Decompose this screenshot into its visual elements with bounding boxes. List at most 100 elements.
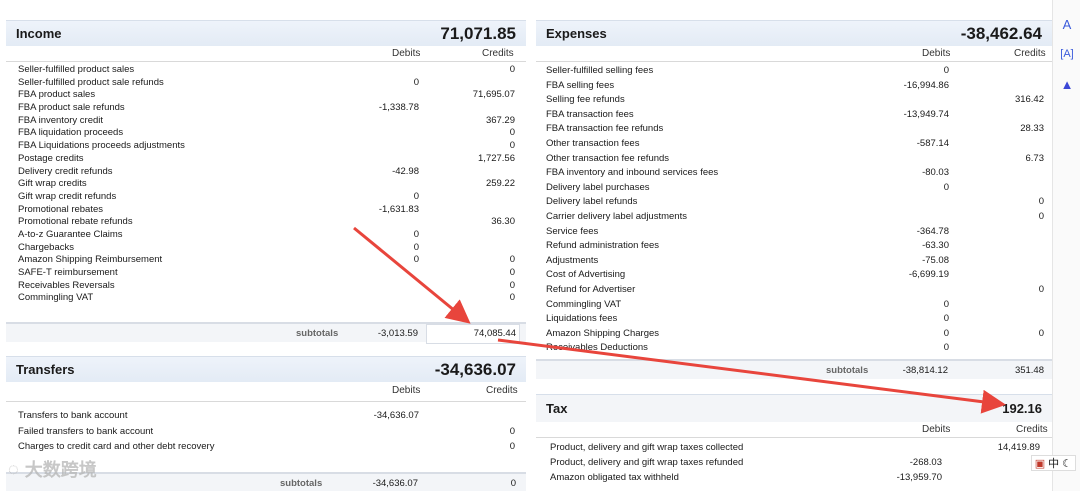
- transfers-row: Failed transfers to bank account 0: [18, 424, 526, 440]
- income-row: FBA product sales 71,695.07: [18, 89, 526, 102]
- income-row-credit: 0: [509, 292, 515, 304]
- income-row-label: Chargebacks: [18, 241, 74, 253]
- tax-row-label: Amazon obligated tax withheld: [550, 472, 679, 483]
- income-row-credit: 0: [509, 267, 515, 278]
- income-title: Income: [16, 26, 62, 41]
- tax-column-headers: Debits Credits: [536, 422, 1052, 438]
- income-row-label: FBA Liquidations proceeds adjustments: [18, 140, 185, 152]
- income-row-credit: 367.29: [485, 114, 515, 126]
- watermark-text: 大数跨境: [24, 460, 97, 480]
- transfers-debits-header: Debits: [392, 385, 421, 396]
- transfers-column-headers: Debits Credits: [6, 382, 526, 402]
- income-row-credit: 0: [509, 279, 515, 291]
- transfers-row: Charges to credit card and other debt re…: [18, 439, 526, 455]
- expenses-row: Refund administration fees -63.30: [546, 239, 1052, 254]
- expenses-row-credit: 316.42: [1014, 94, 1044, 106]
- income-row: Promotional rebates -1,631.83: [18, 204, 526, 217]
- expenses-row-credit: 28.33: [1020, 123, 1044, 135]
- expenses-row: Adjustments -75.08: [546, 254, 1052, 269]
- expenses-panel: Expenses -38,462.64 Debits Credits Selle…: [536, 20, 1052, 380]
- income-row-label: A-to-z Guarantee Claims: [18, 228, 123, 240]
- app-logo-icon[interactable]: ▲: [1060, 76, 1074, 92]
- income-row-label: Delivery credit refunds: [18, 165, 113, 177]
- expenses-row: FBA selling fees -16,994.86: [546, 79, 1052, 94]
- expenses-row-credit: 0: [1038, 210, 1044, 222]
- income-row: Seller-fulfilled product sale refunds 0: [18, 77, 526, 90]
- transfers-row-credit: 0: [509, 441, 515, 452]
- income-column-headers: Debits Credits: [6, 46, 526, 62]
- income-row: FBA Liquidations proceeds adjustments 0: [18, 140, 526, 153]
- transfers-row-label: Charges to credit card and other debt re…: [18, 441, 215, 452]
- income-row-debit: 0: [413, 241, 419, 253]
- transfers-subtotal-debit: -34,636.07: [372, 478, 418, 489]
- income-row: Chargebacks 0: [18, 242, 526, 255]
- tax-title: Tax: [546, 401, 568, 416]
- transfers-title: Transfers: [16, 362, 75, 377]
- expenses-row-debit: 0: [943, 298, 949, 310]
- expenses-row-label: FBA inventory and inbound services fees: [546, 167, 719, 179]
- expenses-row: FBA transaction fee refunds 28.33: [546, 122, 1052, 137]
- transfers-rows: Transfers to bank account -34,636.07 Faile…: [18, 408, 526, 455]
- income-row-debit: 0: [413, 190, 419, 202]
- ime-indicator[interactable]: ▣ 中 ☾: [1030, 455, 1076, 471]
- expenses-row-debit: -63.30: [922, 240, 949, 252]
- tax-panel: Tax 192.16 Debits Credits Product, deliv…: [536, 394, 1052, 491]
- transfers-row-label: Transfers to bank account: [18, 410, 128, 421]
- expenses-row: Other transaction fees -587.14: [546, 137, 1052, 152]
- income-subtotal-label: subtotals: [296, 328, 339, 339]
- income-panel: Income 71,071.85 Debits Credits Seller-f…: [6, 20, 526, 344]
- text-recognize-icon[interactable]: [A]: [1060, 48, 1074, 60]
- income-row-credit: 36.30: [491, 216, 515, 228]
- tax-row-label: Product, delivery and gift wrap taxes re…: [550, 457, 744, 468]
- tax-row: Product, delivery and gift wrap taxes co…: [550, 440, 1052, 455]
- expenses-row-debit: -364.78: [916, 225, 949, 237]
- income-row-debit: 0: [413, 76, 419, 88]
- transfers-row-credit: 0: [509, 425, 515, 437]
- expenses-row-debit: -80.03: [922, 167, 949, 179]
- tax-row: Amazon obligated tax withheld -13,959.70: [550, 470, 1052, 485]
- expenses-row: Seller-fulfilled selling fees 0: [546, 64, 1052, 79]
- income-row-label: Promotional rebate refunds: [18, 216, 133, 228]
- expenses-row-label: Refund for Advertiser: [546, 283, 636, 295]
- income-row-label: Seller-fulfilled product sale refunds: [18, 76, 164, 88]
- expenses-row-label: Service fees: [546, 225, 599, 237]
- income-row: Postage credits 1,727.56: [18, 153, 526, 166]
- ime-flag-icon: ▣: [1034, 457, 1046, 470]
- income-row-label: Commingling VAT: [18, 292, 94, 304]
- expenses-row-debit: -16,994.86: [903, 79, 949, 91]
- watermark: ◌ 大数跨境: [8, 456, 97, 482]
- expenses-subtotal-row: subtotals -38,814.12 351.48: [536, 359, 1052, 379]
- income-row-label: Promotional rebates: [18, 203, 104, 215]
- income-row-label: FBA liquidation proceeds: [18, 127, 124, 139]
- expenses-credits-header: Credits: [1014, 48, 1046, 59]
- income-row: FBA product sale refunds -1,338.78: [18, 102, 526, 115]
- expenses-row-label: FBA selling fees: [546, 79, 615, 91]
- expenses-row-label: Other transaction fee refunds: [546, 152, 670, 164]
- income-row: Commingling VAT 0: [18, 292, 526, 305]
- expenses-row-label: Carrier delivery label adjustments: [546, 210, 687, 222]
- tax-row: Product, delivery and gift wrap taxes re…: [550, 455, 1052, 470]
- expenses-row-debit: 0: [943, 181, 949, 193]
- expenses-row-label: Liquidations fees: [546, 313, 618, 325]
- transfers-subtotal-label: subtotals: [280, 478, 323, 489]
- expenses-row-label: Adjustments: [546, 254, 599, 266]
- font-tool-icon[interactable]: A: [1062, 16, 1072, 32]
- income-row-credit: 259.22: [485, 178, 515, 190]
- tax-credits-header: Credits: [1016, 424, 1048, 435]
- expenses-row-label: Delivery label purchases: [546, 181, 650, 193]
- tax-total: 192.16: [1002, 401, 1042, 416]
- tax-header: Tax 192.16: [536, 394, 1052, 422]
- income-total: 71,071.85: [440, 23, 516, 43]
- expenses-row-debit: 0: [943, 313, 949, 325]
- income-row-label: Gift wrap credit refunds: [18, 190, 117, 202]
- income-row: Gift wrap credits 259.22: [18, 178, 526, 191]
- income-rows: Seller-fulfilled product sales 0 Seller-fu…: [18, 64, 526, 305]
- income-row-credit: 0: [509, 127, 515, 139]
- income-credits-header: Credits: [482, 48, 514, 59]
- expenses-row-label: Other transaction fees: [546, 137, 640, 149]
- income-row-debit: -42.98: [392, 165, 419, 177]
- tax-row-credit: 14,419.89: [997, 442, 1040, 453]
- expenses-title: Expenses: [546, 26, 607, 41]
- expenses-row: Service fees -364.78: [546, 225, 1052, 240]
- income-row-debit: -1,631.83: [378, 203, 419, 215]
